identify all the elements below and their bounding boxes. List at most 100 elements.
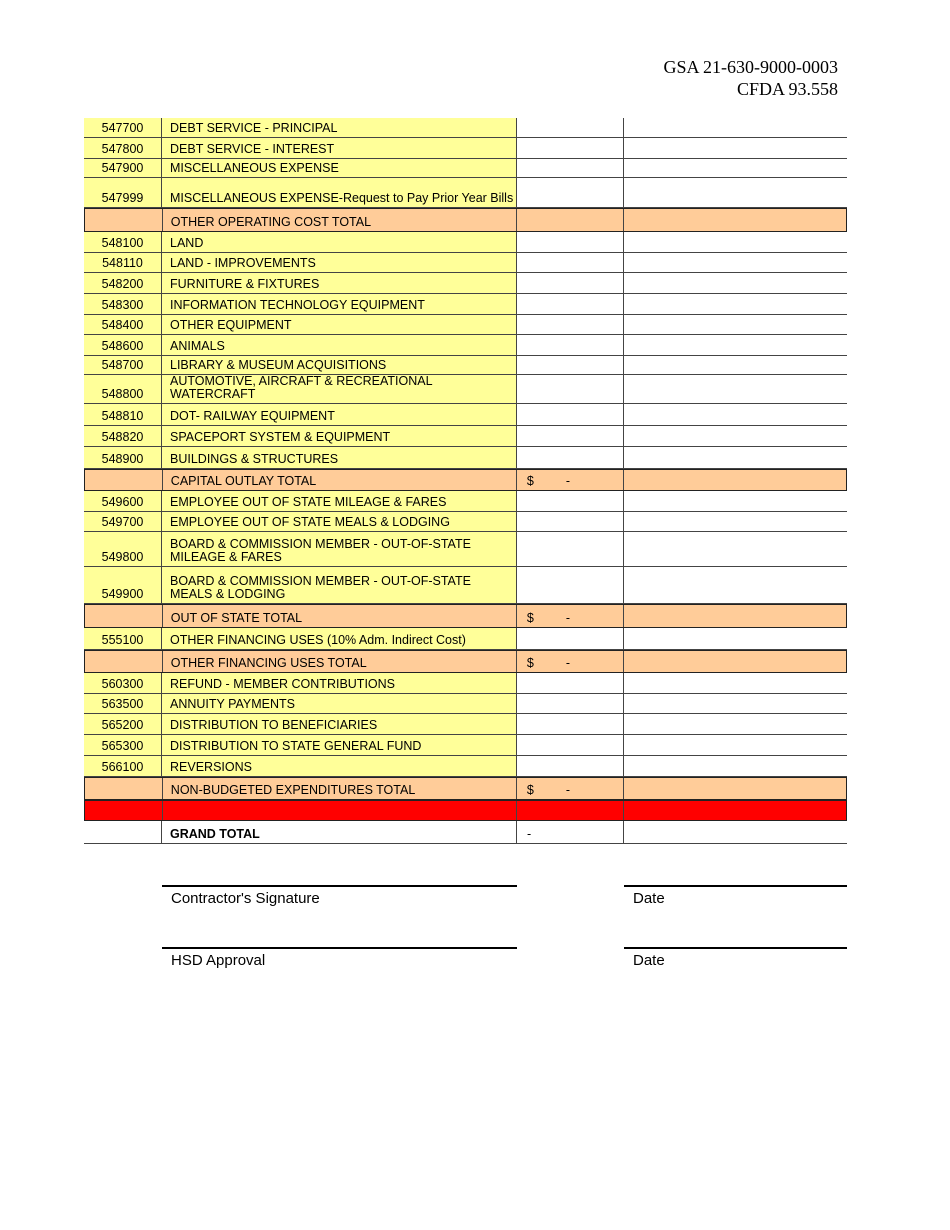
- amount-cell[interactable]: [517, 735, 624, 755]
- extra-cell[interactable]: [624, 426, 847, 446]
- table-row: 548800 AUTOMOTIVE, AIRCRAFT & RECREATIONA…: [84, 375, 847, 404]
- extra-cell[interactable]: [624, 315, 847, 334]
- account-description: INFORMATION TECHNOLOGY EQUIPMENT: [162, 294, 517, 314]
- account-code: 548810: [84, 404, 162, 425]
- extra-cell[interactable]: [624, 138, 847, 158]
- account-description: BUILDINGS & STRUCTURES: [162, 447, 517, 468]
- account-code: 548110: [84, 253, 162, 272]
- account-description: REVERSIONS: [162, 756, 517, 776]
- amount-cell[interactable]: [517, 315, 624, 334]
- amount-cell[interactable]: [517, 491, 624, 511]
- account-code: [85, 209, 163, 231]
- table-row: 548810 DOT- RAILWAY EQUIPMENT: [84, 404, 847, 426]
- contractor-date-line[interactable]: [624, 885, 847, 887]
- amount-cell[interactable]: [517, 567, 624, 603]
- table-row: 548110 LAND - IMPROVEMENTS: [84, 253, 847, 273]
- amount-cell[interactable]: [517, 426, 624, 446]
- extra-cell[interactable]: [624, 253, 847, 272]
- account-code: 548700: [84, 356, 162, 374]
- account-code: 563500: [84, 694, 162, 713]
- amount-cell[interactable]: [517, 375, 624, 403]
- table-row: 549700 EMPLOYEE OUT OF STATE MEALS & LODG…: [84, 512, 847, 532]
- table-row: 547700 DEBT SERVICE - PRINCIPAL: [84, 118, 847, 138]
- extra-cell[interactable]: [624, 491, 847, 511]
- account-description: NON-BUDGETED EXPENDITURES TOTAL: [163, 778, 517, 799]
- extra-cell[interactable]: [624, 567, 847, 603]
- amount-cell[interactable]: [517, 253, 624, 272]
- table-row: 548400 OTHER EQUIPMENT: [84, 315, 847, 335]
- extra-cell[interactable]: [624, 532, 847, 566]
- extra-cell[interactable]: [624, 694, 847, 713]
- amount-cell[interactable]: [517, 447, 624, 468]
- extra-cell[interactable]: [624, 118, 847, 137]
- extra-cell[interactable]: [624, 512, 847, 531]
- currency-symbol: $: [526, 474, 534, 488]
- extra-cell[interactable]: [624, 735, 847, 755]
- amount-cell[interactable]: [517, 714, 624, 734]
- extra-cell[interactable]: [624, 294, 847, 314]
- hsd-approval-line[interactable]: [162, 947, 517, 949]
- table-row: 565200 DISTRIBUTION TO BENEFICIARIES: [84, 714, 847, 735]
- extra-cell[interactable]: [624, 273, 847, 293]
- account-description: LAND - IMPROVEMENTS: [162, 253, 517, 272]
- account-code: 549800: [84, 532, 162, 566]
- extra-cell[interactable]: [624, 335, 847, 355]
- amount-cell[interactable]: [517, 512, 624, 531]
- extra-cell[interactable]: [624, 159, 847, 177]
- hsd-date-line[interactable]: [624, 947, 847, 949]
- account-description: LIBRARY & MUSEUM ACQUISITIONS: [162, 356, 517, 374]
- amount-cell[interactable]: [517, 356, 624, 374]
- extra-cell[interactable]: [624, 628, 847, 649]
- extra-cell[interactable]: [624, 447, 847, 468]
- amount-cell[interactable]: [517, 294, 624, 314]
- account-code: 547999: [84, 178, 162, 207]
- cfda-number: CFDA 93.558: [736, 79, 838, 99]
- account-code: [84, 821, 162, 843]
- account-description: OTHER FINANCING USES (10% Adm. Indirect …: [162, 628, 517, 649]
- table-row: 548900 BUILDINGS & STRUCTURES: [84, 447, 847, 469]
- amount-cell[interactable]: [517, 138, 624, 158]
- extra-cell[interactable]: [624, 756, 847, 776]
- extra-cell[interactable]: [624, 356, 847, 374]
- amount-cell[interactable]: [517, 178, 624, 207]
- amount-cell[interactable]: [517, 532, 624, 566]
- amount-cell[interactable]: [517, 404, 624, 425]
- amount-cell[interactable]: [517, 118, 624, 137]
- extra-cell[interactable]: [624, 178, 847, 207]
- contractor-signature-line[interactable]: [162, 885, 517, 887]
- account-code: [85, 605, 163, 627]
- amount-cell[interactable]: [517, 335, 624, 355]
- amount-cell[interactable]: [517, 273, 624, 293]
- subtotal-row: OTHER FINANCING USES TOTAL $ -: [84, 650, 847, 673]
- extra-cell[interactable]: [624, 404, 847, 425]
- table-row: 547900 MISCELLANEOUS EXPENSE: [84, 159, 847, 178]
- table-row: 566100 REVERSIONS: [84, 756, 847, 777]
- amount-value: -: [565, 783, 570, 797]
- account-code: [85, 470, 163, 490]
- account-code: [85, 651, 163, 672]
- hsd-approval-label: HSD Approval: [171, 952, 266, 969]
- amount-cell[interactable]: [517, 628, 624, 649]
- table-row: 549800 BOARD & COMMISSION MEMBER - OUT-OF…: [84, 532, 847, 567]
- account-code: 548300: [84, 294, 162, 314]
- account-description: DEBT SERVICE - PRINCIPAL: [162, 118, 517, 137]
- extra-cell[interactable]: [624, 232, 847, 252]
- account-description: DEBT SERVICE - INTEREST: [162, 138, 517, 158]
- account-description: OTHER OPERATING COST TOTAL: [163, 209, 517, 231]
- extra-cell[interactable]: [624, 673, 847, 693]
- amount-value: -: [565, 474, 570, 488]
- amount-cell[interactable]: [517, 756, 624, 776]
- amount-cell[interactable]: [517, 232, 624, 252]
- extra-cell[interactable]: [624, 375, 847, 403]
- amount-cell: [517, 209, 624, 231]
- extra-cell[interactable]: [624, 714, 847, 734]
- amount-cell: $ -: [517, 778, 624, 799]
- table-row: 547800 DEBT SERVICE - INTEREST: [84, 138, 847, 159]
- amount-cell[interactable]: [517, 694, 624, 713]
- amount-cell[interactable]: [517, 159, 624, 177]
- amount-cell[interactable]: [517, 673, 624, 693]
- account-description: [163, 801, 517, 820]
- subtotal-row: CAPITAL OUTLAY TOTAL $ -: [84, 469, 847, 491]
- amount-value: -: [565, 611, 570, 625]
